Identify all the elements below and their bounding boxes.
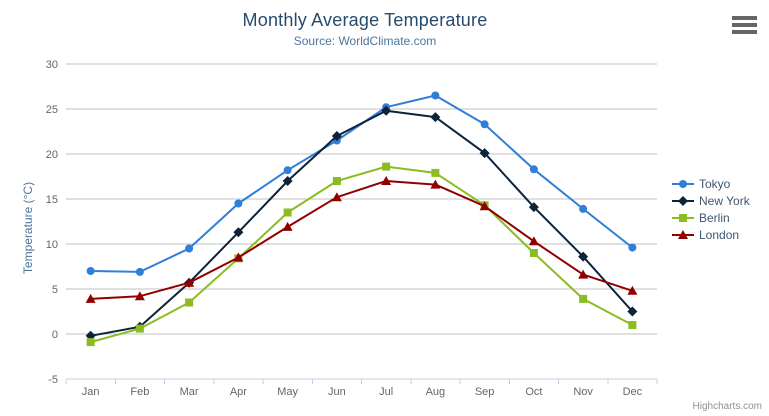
x-axis-label: Jan	[82, 386, 100, 398]
data-point-tokyo-aug[interactable]	[431, 91, 440, 100]
hamburger-bar	[732, 16, 757, 20]
data-point-berlin-may[interactable]	[283, 208, 292, 217]
x-axis-label: Feb	[130, 386, 149, 398]
legend-label: Berlin	[699, 210, 730, 225]
hamburger-bar	[732, 23, 757, 27]
x-axis-label: Sep	[475, 386, 495, 398]
data-point-berlin-aug[interactable]	[431, 168, 440, 177]
x-axis-label: Apr	[230, 386, 247, 398]
y-axis-label: 0	[52, 329, 58, 341]
y-axis-label: -5	[48, 374, 58, 386]
hamburger-menu-icon[interactable]	[732, 16, 757, 34]
x-axis-label: Nov	[573, 386, 593, 398]
data-point-tokyo-nov[interactable]	[579, 204, 588, 213]
hamburger-bar	[732, 30, 757, 34]
y-axis-label: 10	[46, 239, 58, 251]
data-point-london-jun[interactable]	[331, 192, 342, 202]
data-point-new-york-jul[interactable]	[381, 105, 392, 116]
series-line-new-york[interactable]	[89, 109, 634, 337]
legend-symbol-circle-icon	[672, 179, 694, 188]
chart-subtitle: Source: WorldClimate.com	[293, 34, 437, 48]
data-point-tokyo-oct[interactable]	[529, 165, 538, 174]
data-point-tokyo-jan[interactable]	[86, 267, 95, 275]
legend-label: New York	[699, 193, 750, 208]
y-axis-label: 20	[46, 149, 58, 161]
data-point-new-york-oct[interactable]	[528, 202, 539, 213]
data-point-tokyo-mar[interactable]	[185, 244, 194, 253]
series-line-berlin[interactable]	[89, 165, 634, 344]
data-point-tokyo-sep[interactable]	[480, 120, 489, 129]
data-point-london-aug[interactable]	[430, 179, 441, 189]
data-point-tokyo-dec[interactable]	[628, 243, 637, 252]
x-axis-label: Mar	[180, 386, 199, 398]
legend-item-tokyo[interactable]: Tokyo	[672, 175, 750, 192]
x-axis-label: Oct	[525, 386, 542, 398]
data-point-london-nov[interactable]	[578, 269, 589, 279]
data-point-london-mar[interactable]	[184, 277, 195, 287]
data-point-london-oct[interactable]	[528, 236, 539, 246]
data-point-tokyo-may[interactable]	[283, 166, 292, 175]
data-point-london-sep[interactable]	[479, 201, 490, 211]
data-point-new-york-dec[interactable]	[627, 306, 638, 317]
y-axis-label: 25	[46, 104, 58, 116]
data-point-berlin-jun[interactable]	[332, 177, 341, 185]
data-point-berlin-feb[interactable]	[135, 324, 144, 333]
series-line-tokyo[interactable]	[89, 94, 634, 273]
data-point-new-york-may[interactable]	[282, 176, 293, 186]
data-point-berlin-nov[interactable]	[579, 294, 588, 303]
legend-symbol-diamond-icon	[672, 195, 694, 206]
data-point-new-york-apr[interactable]	[233, 227, 244, 238]
data-point-berlin-jul[interactable]	[382, 162, 391, 171]
data-point-new-york-nov[interactable]	[578, 251, 589, 262]
chart-title: Monthly Average Temperature	[242, 10, 488, 30]
data-point-berlin-mar[interactable]	[185, 298, 194, 307]
legend-symbol-square-icon	[672, 213, 694, 222]
data-point-new-york-sep[interactable]	[479, 148, 490, 159]
legend: Tokyo New York Berlin London	[672, 175, 750, 243]
data-point-london-feb[interactable]	[134, 291, 145, 301]
data-point-london-jul[interactable]	[381, 176, 392, 185]
data-point-new-york-aug[interactable]	[430, 112, 441, 123]
y-axis-title: Temperature (°C)	[21, 181, 35, 275]
data-point-tokyo-apr[interactable]	[234, 199, 243, 208]
legend-item-new-york[interactable]: New York	[672, 192, 750, 209]
data-point-berlin-dec[interactable]	[628, 321, 637, 329]
data-point-berlin-oct[interactable]	[529, 249, 538, 257]
credits-link[interactable]: Highcharts.com	[692, 401, 762, 412]
legend-symbol-triangle-icon	[672, 229, 694, 239]
data-point-london-dec[interactable]	[627, 285, 638, 295]
data-point-new-york-jun[interactable]	[331, 131, 342, 141]
y-axis-label: 15	[46, 194, 58, 206]
y-axis-label: 5	[52, 284, 58, 296]
data-point-tokyo-feb[interactable]	[135, 267, 144, 276]
y-axis-label: 30	[46, 59, 58, 71]
legend-label: Tokyo	[699, 176, 731, 191]
x-axis-label: Jul	[379, 386, 393, 398]
legend-label: London	[699, 227, 740, 242]
data-point-london-jan[interactable]	[85, 293, 96, 303]
legend-item-london[interactable]: London	[672, 226, 750, 243]
x-axis-label: Jun	[328, 386, 346, 398]
data-point-london-apr[interactable]	[233, 252, 244, 262]
data-point-berlin-jan[interactable]	[86, 338, 95, 347]
series-line-london[interactable]	[89, 180, 634, 300]
legend-item-berlin[interactable]: Berlin	[672, 209, 750, 226]
x-axis-label: May	[277, 386, 298, 398]
x-axis-label: Dec	[623, 386, 643, 398]
data-point-london-may[interactable]	[282, 221, 293, 231]
x-axis-label: Aug	[426, 386, 446, 398]
